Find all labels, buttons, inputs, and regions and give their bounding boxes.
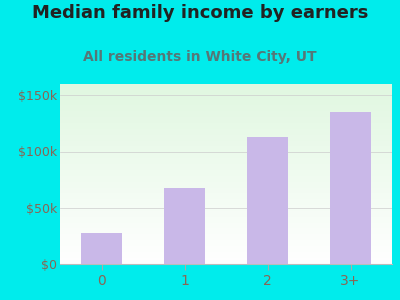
Bar [81, 232, 122, 264]
Bar [164, 188, 205, 264]
Text: Median family income by earners: Median family income by earners [32, 4, 368, 22]
Text: All residents in White City, UT: All residents in White City, UT [83, 50, 317, 64]
Bar [330, 112, 371, 264]
Bar [247, 137, 288, 264]
